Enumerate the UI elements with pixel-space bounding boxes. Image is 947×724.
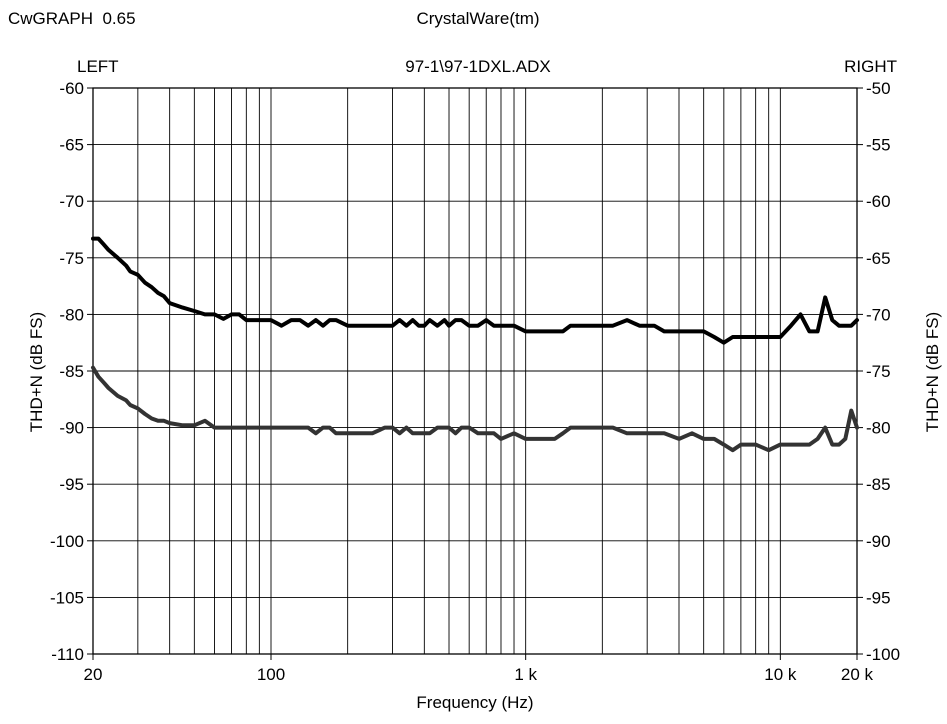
series-line-right <box>91 365 859 453</box>
right-channel-label: RIGHT <box>844 57 897 76</box>
y-right-tick-label: -60 <box>866 192 891 211</box>
y-right-tick-label: -70 <box>866 305 891 324</box>
y-left-ticks: -60 -65 -70 -75 -80 -85 -90 -95 -100 -105 -110 <box>50 79 93 664</box>
y-right-tick-label: -65 <box>866 249 891 268</box>
y-left-tick-label: -75 <box>59 249 84 268</box>
grid-lines <box>93 88 857 654</box>
y-left-tick-label: -70 <box>59 192 84 211</box>
x-ticks: 20 100 1 k 10 k 20 k <box>84 654 874 684</box>
y-right-tick-label: -75 <box>866 362 891 381</box>
series-line-left <box>91 236 859 345</box>
y-right-tick-label: -85 <box>866 475 891 494</box>
y-right-ticks: -50 -55 -60 -65 -70 -75 -80 -85 -90 -95 -100 <box>857 79 900 664</box>
x-tick-label: 20 <box>84 665 103 684</box>
y-left-tick-label: -85 <box>59 362 84 381</box>
chart-title: 97-1\97-1DXL.ADX <box>405 57 551 76</box>
y-left-tick-label: -60 <box>59 79 84 98</box>
x-axis-label: Frequency (Hz) <box>416 693 533 712</box>
y-right-tick-label: -50 <box>866 79 891 98</box>
x-tick-label: 20 k <box>841 665 874 684</box>
company-name: CrystalWare(tm) <box>416 9 539 28</box>
y-right-tick-label: -55 <box>866 136 891 155</box>
y-right-tick-label: -95 <box>866 588 891 607</box>
x-tick-label: 100 <box>257 665 285 684</box>
y-left-tick-label: -105 <box>50 588 84 607</box>
y-left-tick-label: -80 <box>59 305 84 324</box>
y-left-tick-label: -90 <box>59 419 84 438</box>
y-right-tick-label: -100 <box>866 645 900 664</box>
left-channel-label: LEFT <box>77 57 119 76</box>
y-left-tick-label: -65 <box>59 136 84 155</box>
y-right-tick-label: -80 <box>866 419 891 438</box>
x-tick-label: 10 k <box>764 665 797 684</box>
y-left-tick-label: -100 <box>50 532 84 551</box>
y-left-tick-label: -110 <box>51 645 84 664</box>
x-tick-label: 1 k <box>514 665 537 684</box>
series-layer <box>91 236 859 453</box>
y-axis-left-label: THD+N (dB FS) <box>27 312 46 432</box>
app-name: CwGRAPH 0.65 <box>8 9 136 28</box>
y-left-tick-label: -95 <box>59 475 84 494</box>
y-axis-right-label: THD+N (dB FS) <box>923 312 942 432</box>
y-right-tick-label: -90 <box>866 532 891 551</box>
